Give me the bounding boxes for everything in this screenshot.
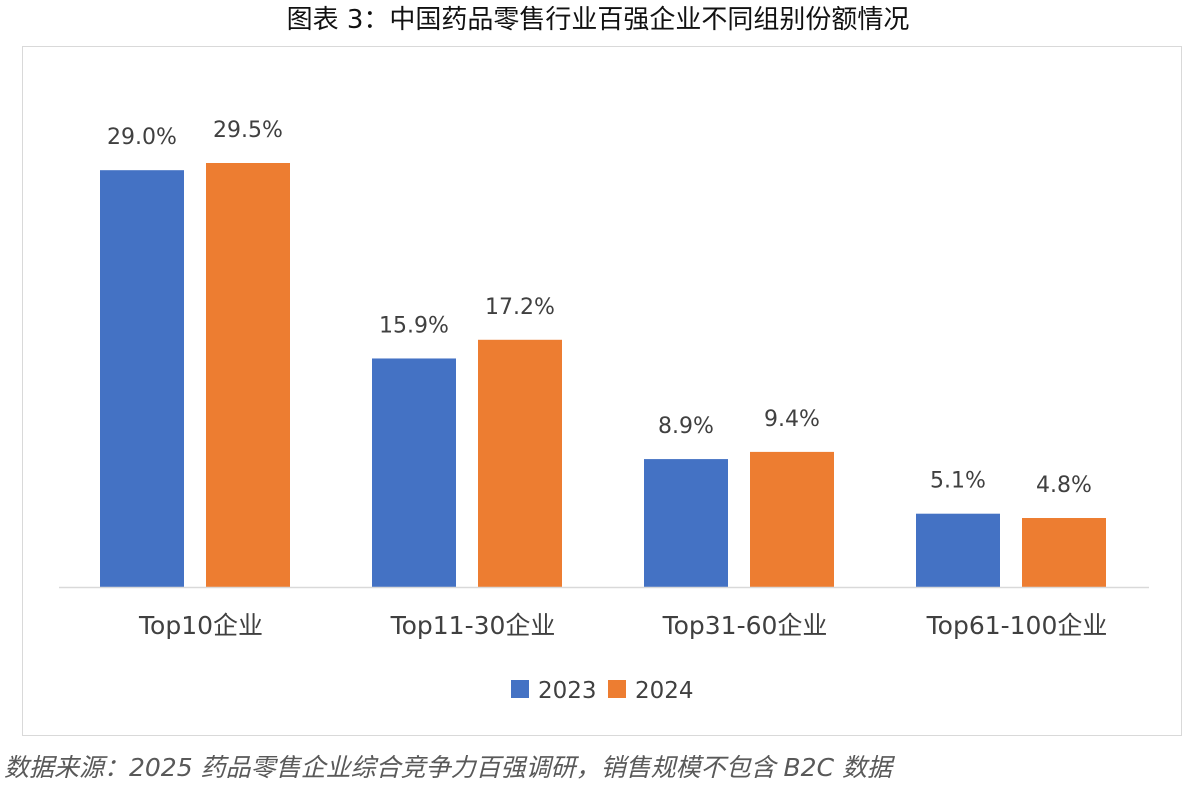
legend-label-2024: 2024 xyxy=(635,678,694,704)
bar-2023-1 xyxy=(372,358,456,587)
bar-2023-0 xyxy=(100,170,184,587)
legend-label-2023: 2023 xyxy=(538,678,597,704)
legend-swatch-2024 xyxy=(608,680,626,698)
data-label-2024-1: 17.2% xyxy=(485,295,555,320)
bar-2023-3 xyxy=(916,513,1000,587)
data-label-2023-1: 15.9% xyxy=(379,313,449,338)
category-label-0: Top10企业 xyxy=(138,611,263,640)
data-label-2023-3: 5.1% xyxy=(930,469,986,494)
legend-swatch-2023 xyxy=(511,680,529,698)
data-label-2023-2: 8.9% xyxy=(658,414,714,439)
category-label-3: Top61-100企业 xyxy=(926,611,1108,640)
bar-2024-3 xyxy=(1022,518,1106,587)
data-label-2024-3: 4.8% xyxy=(1036,473,1092,498)
bar-chart: 29.0% 29.5% Top10企业 15.9% 17.2% Top11-30企业 8.9… xyxy=(59,118,1149,704)
bar-2024-0 xyxy=(206,163,290,587)
chart-area: 29.0% 29.5% Top10企业 15.9% 17.2% Top11-30企业 8.9… xyxy=(22,46,1182,736)
data-label-2023-0: 29.0% xyxy=(107,125,177,150)
source-note: 数据来源：2025 药品零售企业综合竞争力百强调研，销售规模不包含 B2C 数据 xyxy=(4,753,892,782)
category-label-2: Top31-60企业 xyxy=(662,611,828,640)
chart-title: 图表 3：中国药品零售行业百强企业不同组别份额情况 xyxy=(286,5,910,35)
data-label-2024-0: 29.5% xyxy=(213,118,283,143)
bar-2024-2 xyxy=(750,451,834,587)
bar-2024-1 xyxy=(478,339,562,587)
category-label-1: Top11-30企业 xyxy=(390,611,556,640)
bar-2023-2 xyxy=(644,459,728,587)
data-label-2024-2: 9.4% xyxy=(764,407,820,432)
